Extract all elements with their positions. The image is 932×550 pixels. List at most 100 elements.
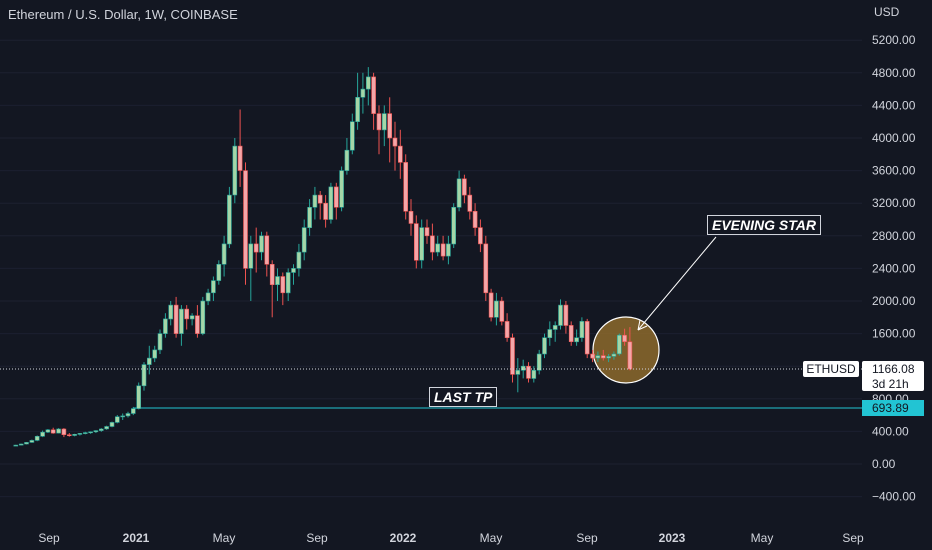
candle — [67, 433, 72, 437]
candle-body — [45, 429, 51, 433]
candle-body — [109, 422, 115, 427]
price-axis[interactable]: 5200.00 4800.00 4400.00 4000.00 3600.00 3200.… — [872, 33, 916, 503]
candle — [451, 203, 457, 248]
candle-body — [611, 353, 617, 357]
candle — [45, 429, 51, 433]
candle-body — [237, 145, 243, 171]
candle-body — [451, 207, 457, 245]
candle-body — [531, 369, 537, 379]
candle-body — [333, 186, 339, 208]
candle-body — [136, 385, 141, 409]
candle-body — [125, 413, 131, 417]
candle — [280, 272, 286, 306]
candle-body — [419, 227, 425, 261]
candle — [403, 154, 409, 220]
candle-body — [595, 355, 601, 359]
candle-body — [499, 300, 505, 322]
candle — [611, 351, 617, 360]
candle-body — [542, 337, 547, 355]
candle-body — [173, 304, 179, 334]
candle — [99, 428, 104, 432]
candle-body — [323, 202, 328, 220]
candle — [312, 186, 318, 220]
candle — [483, 235, 489, 301]
last-tp-price-tag: 693.89 — [862, 400, 924, 416]
candle — [558, 299, 563, 330]
candle-body — [456, 178, 462, 208]
time-tick-label: May — [751, 531, 774, 545]
candle-body — [574, 337, 579, 343]
candle — [77, 433, 83, 436]
candle — [184, 305, 189, 330]
candle — [547, 321, 553, 346]
candle-body — [328, 186, 334, 220]
candle — [494, 292, 499, 326]
candle — [200, 296, 206, 336]
candle — [430, 223, 435, 261]
candle — [531, 366, 537, 383]
candle — [584, 318, 590, 359]
candle-body — [547, 329, 553, 338]
candle-body — [141, 364, 147, 387]
candle-body — [440, 243, 446, 257]
candle — [435, 235, 441, 257]
candle — [413, 215, 419, 269]
candle — [339, 166, 344, 212]
time-tick-label: 2021 — [123, 531, 150, 545]
candle-body — [403, 162, 409, 212]
candle-body — [200, 300, 206, 334]
current-price-tag: 1166.08 3d 21h — [862, 361, 924, 391]
candle-body — [163, 318, 168, 334]
candle — [13, 444, 19, 447]
candle-body — [61, 428, 67, 435]
candle — [365, 67, 371, 106]
candle-body — [317, 194, 323, 204]
candle — [93, 430, 99, 433]
candle — [237, 109, 243, 187]
price-tick-label: 0.00 — [872, 457, 896, 471]
price-tick-label: 2800.00 — [872, 229, 916, 243]
candle-body — [184, 308, 189, 320]
candle-body — [472, 211, 478, 228]
price-tick-label: 1600.00 — [872, 327, 916, 341]
candle — [232, 138, 238, 204]
candle-body — [269, 263, 275, 285]
candle — [264, 231, 270, 277]
candle — [419, 219, 425, 269]
candle-body — [488, 292, 494, 318]
last-tp-label[interactable]: LAST TP — [429, 387, 498, 407]
grid-lines — [0, 39, 862, 498]
candle-body — [50, 429, 56, 434]
candle — [371, 72, 376, 130]
candle-body — [24, 442, 29, 445]
candle-body — [510, 337, 515, 375]
candle-body — [462, 178, 467, 196]
current-price-value: 1166.08 — [872, 362, 915, 376]
candle-body — [339, 170, 344, 208]
time-axis[interactable]: Sep 2021 May Sep 2022 May Sep 2023 May Sep — [38, 531, 864, 545]
candle — [627, 327, 633, 371]
candle — [526, 362, 531, 383]
candle-body — [515, 369, 521, 375]
candle-body — [590, 353, 595, 359]
candle — [344, 138, 350, 175]
candle — [205, 288, 211, 306]
candle — [387, 97, 393, 163]
candle-body — [131, 408, 136, 414]
candles-layer — [13, 67, 633, 447]
evening-star-label[interactable]: EVENING STAR — [707, 215, 821, 235]
candle — [61, 428, 67, 438]
candle-body — [494, 300, 499, 318]
candle-body — [99, 428, 104, 431]
candle-body — [88, 431, 93, 434]
candle-body — [275, 276, 280, 285]
candle-body — [558, 304, 563, 326]
candle — [301, 219, 307, 261]
candle-body — [227, 194, 232, 245]
candle-body — [40, 431, 45, 437]
candle — [552, 321, 558, 342]
candle — [446, 235, 451, 265]
candle — [18, 443, 24, 446]
candle-body — [301, 227, 307, 253]
